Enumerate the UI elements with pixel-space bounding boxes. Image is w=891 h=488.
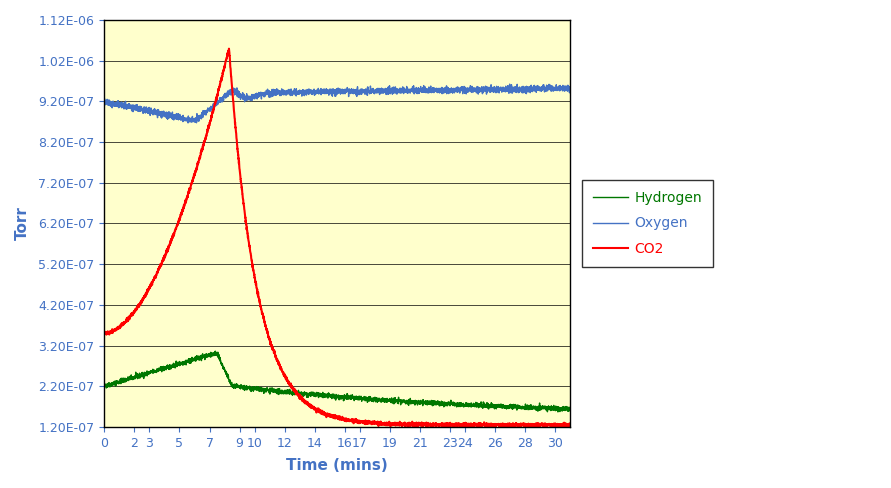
X-axis label: Time (mins): Time (mins)	[286, 458, 388, 473]
CO2	[245, 247, 256, 253]
Legend: Hydrogen, Oxygen, CO2: Hydrogen, Oxygen, CO2	[582, 180, 714, 267]
Hydrogen	[210, 348, 221, 354]
Hydrogen	[552, 409, 563, 415]
Line: Hydrogen: Hydrogen	[104, 351, 570, 412]
CO2	[99, 331, 110, 337]
Line: Oxygen: Oxygen	[104, 84, 570, 123]
CO2	[202, 127, 213, 133]
Hydrogen	[400, 398, 411, 404]
Oxygen	[521, 85, 532, 91]
Oxygen	[245, 93, 256, 99]
CO2	[400, 425, 411, 430]
Hydrogen	[407, 399, 418, 405]
Oxygen	[504, 81, 515, 87]
Oxygen	[565, 86, 576, 92]
CO2	[401, 421, 412, 427]
CO2	[521, 422, 532, 427]
Oxygen	[99, 100, 110, 105]
Hydrogen	[245, 387, 256, 393]
Line: CO2: CO2	[104, 49, 570, 427]
Y-axis label: Torr: Torr	[15, 206, 30, 241]
Hydrogen	[552, 407, 562, 413]
Oxygen	[183, 120, 193, 126]
Oxygen	[407, 86, 418, 92]
Hydrogen	[521, 405, 532, 411]
Oxygen	[552, 87, 563, 93]
Hydrogen	[99, 383, 110, 388]
Oxygen	[400, 87, 411, 93]
Hydrogen	[565, 405, 576, 411]
Hydrogen	[202, 352, 213, 358]
Oxygen	[202, 105, 213, 111]
CO2	[407, 421, 418, 427]
CO2	[565, 423, 576, 428]
CO2	[224, 46, 234, 52]
CO2	[552, 422, 563, 427]
